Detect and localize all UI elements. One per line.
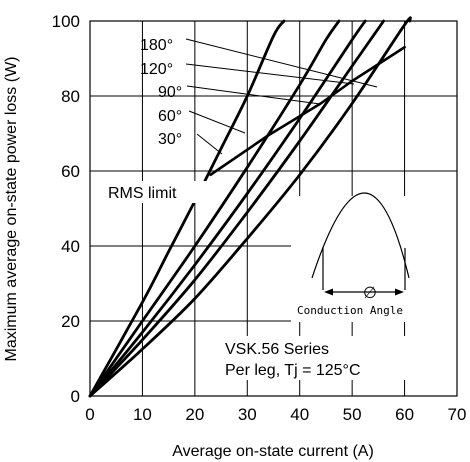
leader-180 [185,38,378,88]
conduction-waveform [311,192,410,279]
series-line-1 [88,19,341,398]
series-lines [88,16,412,398]
x-axis-title: Average on-state current (A) [172,443,374,460]
label-180: 180° [140,37,173,54]
x-tick-label: 50 [343,405,362,424]
leader-30 [196,133,223,155]
label-90: 90° [158,84,182,101]
y-tick-label: 80 [61,87,80,106]
x-tick-label: 20 [185,405,204,424]
series-line-4 [88,16,412,398]
plot-frame [89,20,458,397]
x-tick-label: 30 [238,405,257,424]
series-line-3 [88,19,385,398]
label-leader-lines [185,38,378,155]
x-tick-label: 60 [395,405,414,424]
arrow-head-right [395,288,404,296]
y-tick-label: 40 [61,237,80,256]
conduction-angle-inset: ∅ Conduction Angle [291,192,459,322]
y-tick-label: 60 [61,162,80,181]
label-60: 60° [158,108,182,125]
leader-60 [188,110,246,134]
leader-90 [186,85,321,105]
conduction-angle-label: Conduction Angle [297,304,403,317]
leader-120 [185,63,355,85]
rms-limit-label: RMS limit [108,185,177,202]
y-axis-title: Maximum average on-state power loss (W) [3,57,20,362]
y-tick-label: 100 [52,12,80,31]
x-tick-label: 0 [85,405,94,424]
series-name-text: VSK.56 Series [225,341,329,358]
series-line-2 [88,19,367,398]
label-30: 30° [158,131,182,148]
phi-symbol: ∅ [363,285,377,302]
x-tick-label: 70 [448,405,467,424]
y-tick-label: 20 [61,312,80,331]
series-info-bg [222,336,454,380]
series-line-5 [209,45,406,177]
rms-label-bg [105,181,209,203]
x-tick-label: 40 [290,405,309,424]
arrow-head-left [324,288,333,296]
x-tick-label: 10 [133,405,152,424]
tick-labels: 0 10 20 30 40 50 60 70 0 20 40 60 80 100 [52,12,467,424]
label-120: 120° [140,61,173,78]
y-tick-label: 0 [71,387,80,406]
condition-text: Per leg, Tj = 125°C [225,362,361,379]
